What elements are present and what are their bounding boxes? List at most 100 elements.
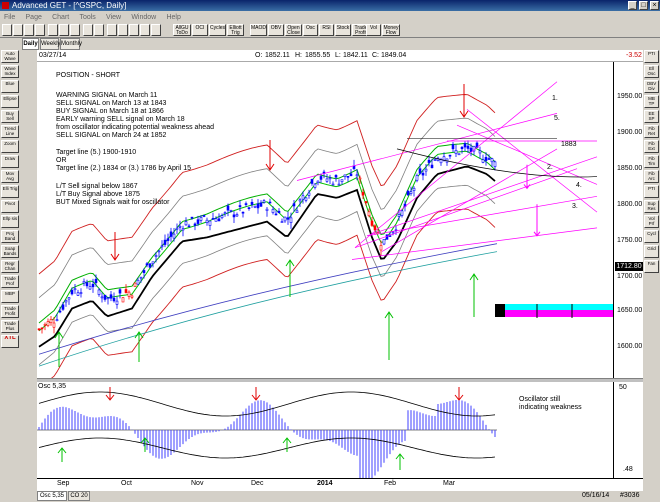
menu-help[interactable]: Help [166,14,181,21]
menu-window[interactable]: Window [131,14,157,21]
right-tool-12[interactable]: Cycl [644,230,659,243]
toolbar-money-flow[interactable]: Money Flow [382,24,400,36]
left-tool-17[interactable]: Trade Profit [1,305,19,318]
save-icon[interactable] [24,24,34,36]
toolbar-stock[interactable]: Stock [335,24,351,36]
oscillator-label: Osc 5,35 [38,383,67,390]
menu-tools[interactable]: Tools [79,14,96,21]
left-tool-6[interactable]: Zoom [1,140,19,153]
left-tool-13[interactable]: Soap Bands [1,245,19,258]
annotation-block-1: POSITION - SHORT [56,72,120,80]
toolbar-rsi[interactable]: RSI [319,24,334,36]
price-bar-body [283,216,287,222]
left-tool-7[interactable]: Draw [1,155,19,168]
right-tool-14[interactable]: Fan [644,260,659,273]
cut-icon[interactable] [48,24,58,36]
toolbar-cycles[interactable]: Cycles [209,24,226,36]
right-tool-13[interactable]: Grid [644,245,659,258]
right-tool-2[interactable]: OBV Div [644,80,659,93]
new-icon[interactable] [2,24,12,36]
left-tool-12[interactable]: Proj Band [1,230,19,243]
left-tool-8[interactable]: Mov Avg [1,170,19,183]
price-bar-body [316,180,320,183]
right-tool-3[interactable]: MB TP [644,95,659,108]
menu-view[interactable]: View [106,14,122,21]
left-tool-1[interactable]: Wave Index [1,65,19,78]
left-tool-2[interactable]: Blue [1,80,19,93]
left-tool-15[interactable]: Trade Prof [1,275,19,288]
toolbar-obv[interactable]: OBV [268,24,284,36]
tab-monthly[interactable]: Monthly [60,38,82,50]
date-tick: Oct [121,480,132,487]
left-tool-4[interactable]: Buy Sell [1,110,19,123]
menu-chart[interactable]: Chart [52,14,70,21]
left-tool-14[interactable]: Regr Chan [1,260,19,273]
status-tab-co[interactable]: CO 20 [68,491,90,501]
price-bar-body [292,203,296,207]
left-tool-3[interactable]: Ellipse [1,95,19,108]
right-tool-10[interactable]: Sup Res [644,200,659,213]
menu-file[interactable]: File [4,14,16,21]
right-tool-5[interactable]: Fib Ret [644,125,659,138]
minimize-button[interactable]: _ [628,1,637,10]
price-bar-body [79,292,83,294]
price-bar-body [358,177,362,180]
toolbar-open-close[interactable]: Open Close [285,24,302,36]
right-tool-8[interactable]: Fib Arc [644,170,659,183]
refresh-icon[interactable] [151,24,161,36]
left-tool-5[interactable]: Trend Line [1,125,19,138]
left-tool-9[interactable]: Elli Trig [1,185,19,198]
color-icon[interactable] [129,24,139,36]
toolbar-oci[interactable]: OCI [192,24,208,36]
toolbar-osc[interactable]: Osc [303,24,318,36]
tab-weekly[interactable]: Weekly [40,38,61,50]
left-tool-16[interactable]: MBP [1,290,19,303]
paste-icon[interactable] [70,24,80,36]
annotation-line: OR [56,157,67,164]
left-tool-0[interactable]: Auto Wave [1,50,19,63]
price-chart[interactable]: POSITION - SHORT WARNING SIGNAL on March… [37,62,613,378]
right-tool-6[interactable]: Fib Ext [644,140,659,153]
zoom-out-icon[interactable] [94,24,104,36]
toolbar-elliott-trig[interactable]: Elliott Trig [227,24,244,36]
right-tool-0[interactable]: PTI [644,50,659,63]
grid-icon[interactable] [118,24,128,36]
menu-page[interactable]: Page [25,14,42,21]
lower-red-band [51,208,496,378]
price-bar-body [343,174,347,177]
price-bar-body [295,210,299,213]
price-bar-body [223,212,227,214]
left-tool-19[interactable]: XTL [1,335,19,348]
right-tool-9[interactable]: PTI [644,185,659,198]
toolbar-vol[interactable]: Vol [366,24,381,36]
scroll-icon[interactable] [140,24,150,36]
price-bar-body [151,261,155,264]
toolbar-allgu[interactable]: AllGU ToDo [173,24,191,36]
price-bar-body [109,294,113,299]
left-tool-11[interactable]: Ellp sis [1,215,19,228]
right-tool-7[interactable]: Fib Tim [644,155,659,168]
toolbar-maod[interactable]: MAOD [250,24,267,36]
price-bar-body [493,161,497,167]
price-bar-body [427,159,431,163]
right-tool-4[interactable]: EE SP [644,110,659,123]
annotation-line: BUT Mixed Signals wait for oscillator [56,199,170,206]
zoom-in-icon[interactable] [83,24,93,36]
chart-icon[interactable] [107,24,117,36]
close-button[interactable]: × [650,1,659,10]
annotation-line: SELL SIGNAL on March 24 at 1852 [56,132,167,139]
open-icon[interactable] [13,24,23,36]
right-tool-1[interactable]: Ell Osc [644,65,659,78]
panel-separator[interactable] [37,378,643,382]
right-tool-11[interactable]: Vol Prf [644,215,659,228]
print-icon[interactable] [35,24,45,36]
left-tool-18[interactable]: Trade Plus [1,320,19,333]
status-tab-osc[interactable]: Osc 5,35 [37,491,67,501]
osc-green-arrow-head [395,453,405,460]
left-tool-10[interactable]: Pivot [1,200,19,213]
copy-icon[interactable] [59,24,69,36]
oscillator-panel[interactable]: Osc 5,35 Oscillator still indicating wea… [37,382,613,478]
maximize-button[interactable]: □ [639,1,648,10]
price-bar-body [487,158,491,160]
tab-daily[interactable]: Daily [22,38,39,50]
